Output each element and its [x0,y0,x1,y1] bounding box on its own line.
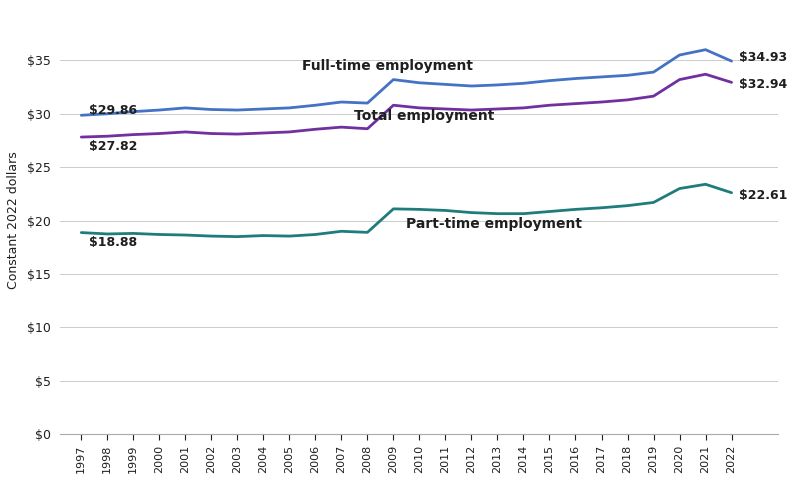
Text: Total employment: Total employment [354,109,494,123]
Text: $18.88: $18.88 [89,236,138,249]
Y-axis label: Constant 2022 dollars: Constant 2022 dollars [7,152,20,289]
Text: Full-time employment: Full-time employment [302,59,474,72]
Text: $34.93: $34.93 [739,51,787,64]
Text: $32.94: $32.94 [739,78,788,91]
Text: $22.61: $22.61 [739,190,788,203]
Text: Part-time employment: Part-time employment [406,217,582,231]
Text: $29.86: $29.86 [89,105,138,118]
Text: $27.82: $27.82 [89,140,138,153]
